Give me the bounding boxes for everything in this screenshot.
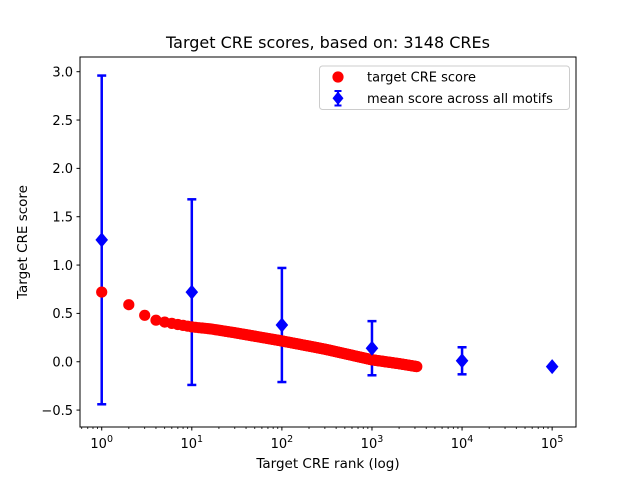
mean-score-diamond [545, 359, 559, 375]
x-tick-label: 100 [90, 434, 113, 452]
legend-label-target: target CRE score [367, 71, 476, 86]
legend-box [319, 65, 570, 110]
target-score-point [123, 299, 135, 311]
x-tick-label: 105 [541, 434, 564, 452]
y-tick-label: 2.5 [52, 114, 73, 129]
mean-score-diamond [95, 232, 109, 248]
target-score-point [411, 361, 423, 373]
legend: target CRE score mean score across all mo… [319, 65, 570, 110]
mean-score-diamond [275, 317, 289, 333]
x-tick-label: 103 [361, 434, 384, 452]
chart-title: Target CRE scores, based on: 3148 CREs [165, 33, 490, 52]
mean-score-diamond [185, 284, 199, 300]
y-tick-label: 0.5 [52, 307, 73, 322]
y-tick-label: 0.0 [52, 356, 73, 371]
legend-red-circle-icon [332, 71, 344, 83]
y-tick-label: −0.5 [41, 404, 73, 419]
plot-area [80, 57, 576, 427]
x-tick-label: 101 [181, 434, 204, 452]
y-tick-label: 1.0 [52, 259, 73, 274]
y-tick-label: 3.0 [52, 65, 73, 80]
x-tick-label: 102 [271, 434, 294, 452]
y-tick-label: 1.5 [52, 211, 73, 226]
mean-score-diamond [455, 353, 469, 369]
legend-blue-diamond-icon [332, 91, 344, 105]
target-score-point [96, 286, 108, 298]
data-series [95, 74, 559, 406]
y-tick-label: 2.0 [52, 162, 73, 177]
target-score-point [139, 309, 151, 321]
x-tick-label: 104 [451, 434, 474, 452]
target-score-point [150, 314, 162, 326]
y-axis-label: Target CRE score [15, 185, 31, 300]
axis-ticks: −0.5 0.0 0.5 1.0 1.5 2.0 2.5 3.0 100 101 102 103 104… [41, 65, 563, 452]
plot-frame [79, 56, 577, 428]
x-axis-label: Target CRE rank (log) [255, 456, 399, 472]
mean-score-markers [95, 232, 559, 375]
mean-score-diamond [365, 340, 379, 356]
legend-label-mean: mean score across all motifs [367, 92, 553, 107]
target-score-series [96, 286, 423, 373]
